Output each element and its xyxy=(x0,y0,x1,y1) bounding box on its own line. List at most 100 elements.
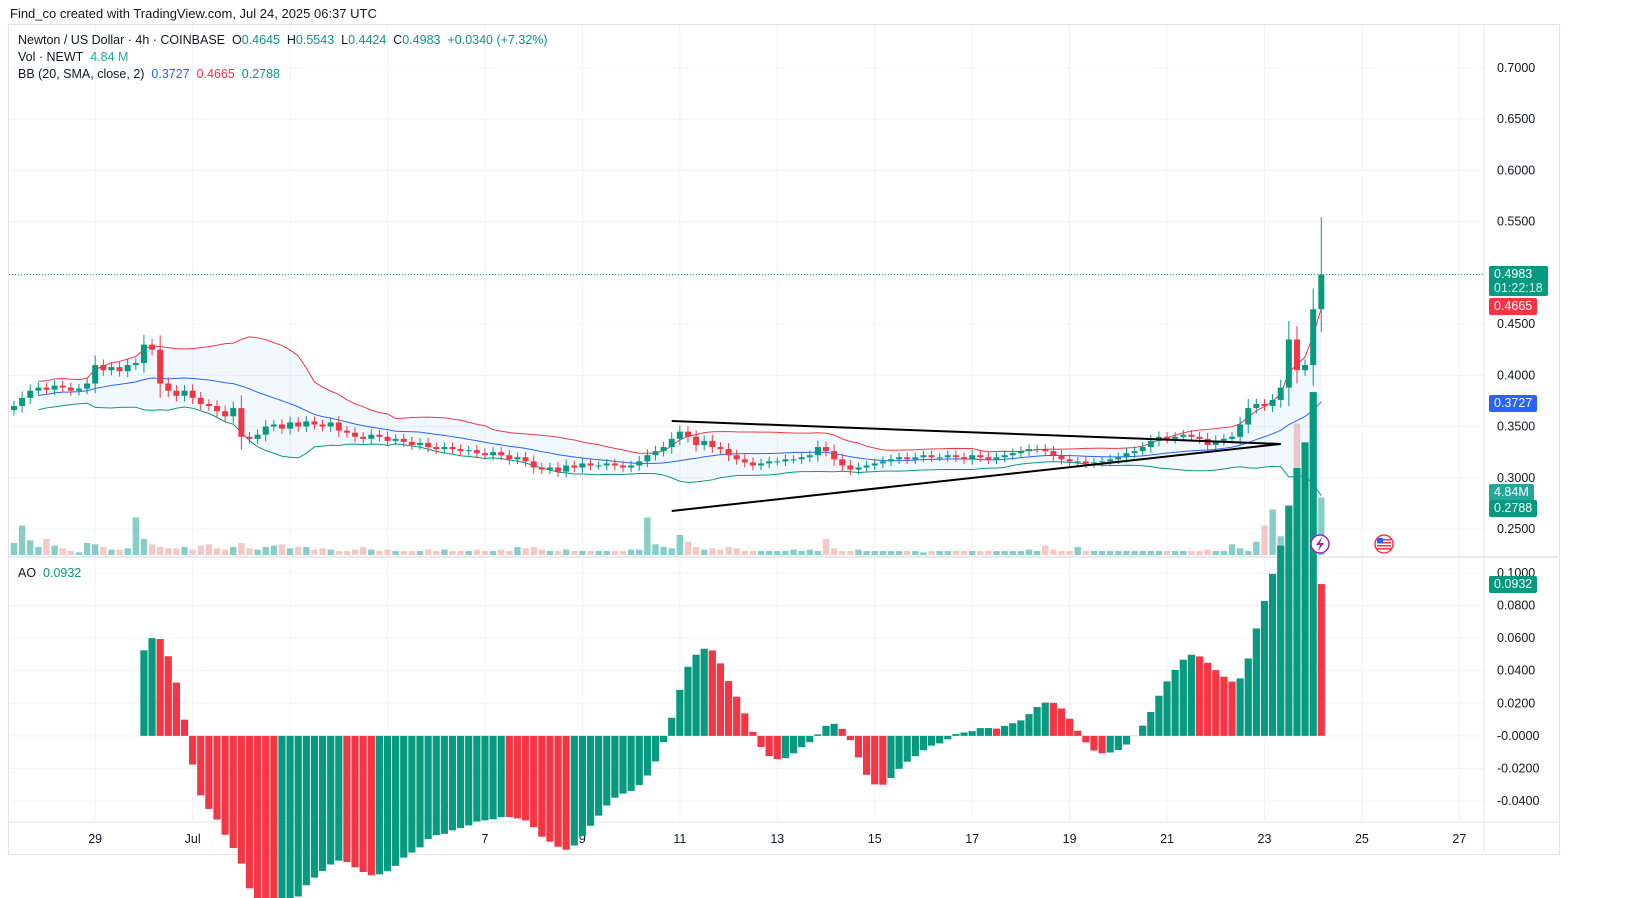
candle-body xyxy=(831,451,838,460)
candle-body xyxy=(1172,436,1179,439)
candle xyxy=(376,430,383,442)
candle xyxy=(555,462,562,477)
candle xyxy=(262,419,269,442)
bar-countdown: 01:22:18 xyxy=(1494,281,1543,295)
ao-bar xyxy=(327,735,335,865)
volume-bar xyxy=(43,538,50,555)
lightning-icon[interactable] xyxy=(1310,534,1330,554)
volume-bar xyxy=(295,546,302,555)
candle xyxy=(498,447,505,461)
volume-bar xyxy=(59,548,66,555)
volume-bar xyxy=(1269,509,1276,555)
volume-bar xyxy=(124,548,131,555)
candle-body xyxy=(774,461,781,463)
volume-bar xyxy=(993,550,1000,555)
volume-bar xyxy=(985,550,992,555)
candle xyxy=(806,450,813,462)
candle xyxy=(384,431,391,447)
ao-bar xyxy=(952,734,960,736)
candle-body xyxy=(985,457,992,460)
ao-bar xyxy=(310,735,319,878)
candle xyxy=(165,377,172,397)
candle-body xyxy=(806,455,813,458)
volume-bar xyxy=(1196,550,1203,555)
volume-bar xyxy=(424,549,432,555)
candle-body xyxy=(798,457,805,460)
volume-legend-value: 4.84 M xyxy=(90,50,129,64)
candle xyxy=(157,335,164,398)
candle-body xyxy=(896,457,903,460)
candle-body xyxy=(75,388,82,391)
ao-bar xyxy=(221,735,229,835)
low-label: L xyxy=(341,33,349,47)
candle-body xyxy=(879,461,886,464)
ao-bar xyxy=(513,735,522,819)
ao-bar xyxy=(416,735,424,848)
candle xyxy=(839,453,846,472)
ao-bar xyxy=(651,735,660,762)
candle-body xyxy=(1253,404,1260,409)
candle-body xyxy=(725,449,732,456)
ao-bar xyxy=(140,650,148,736)
bb-basis-label: 0.3727 xyxy=(1489,395,1538,412)
volume-legend[interactable]: Vol · NEWT 4.84 M xyxy=(18,50,128,64)
volume-bar xyxy=(213,548,221,555)
candle-body xyxy=(1074,461,1081,463)
candle-body xyxy=(823,447,829,452)
candle-body xyxy=(360,436,367,439)
symbol-title[interactable]: Newton / US Dollar · 4h · COINBASE xyxy=(18,33,226,47)
candle xyxy=(1302,359,1309,376)
candle xyxy=(116,361,123,377)
candle-body xyxy=(352,432,359,437)
candle xyxy=(538,462,545,475)
volume-bar xyxy=(221,549,229,555)
ao-bar xyxy=(806,735,814,743)
volume-bar xyxy=(725,546,732,555)
candle-body xyxy=(368,434,375,439)
ao-bar xyxy=(1074,730,1082,736)
candle-body xyxy=(433,447,440,450)
chart-frame[interactable] xyxy=(8,24,1560,855)
candle-body xyxy=(246,436,253,439)
us-flag-icon[interactable] xyxy=(1374,534,1394,554)
candle-body xyxy=(457,449,464,452)
volume-bar xyxy=(116,549,123,555)
volume-bar xyxy=(611,550,619,555)
ao-legend[interactable]: AO 0.0932 xyxy=(18,566,81,580)
candle-body xyxy=(270,424,277,427)
candle-body xyxy=(660,447,667,452)
volume-bar xyxy=(952,550,960,555)
ao-legend-value: 0.0932 xyxy=(43,566,82,580)
ao-bar xyxy=(1098,735,1106,754)
candle xyxy=(1074,457,1081,466)
volume-bar xyxy=(67,550,75,555)
candle-body xyxy=(1026,449,1032,452)
candle-body xyxy=(620,465,626,468)
candle xyxy=(944,450,951,462)
ao-bar xyxy=(627,735,635,791)
candle-body xyxy=(1001,455,1008,458)
candle xyxy=(644,449,651,468)
bb-legend[interactable]: BB (20, SMA, close, 2) 0.3727 0.4665 0.2… xyxy=(18,67,280,81)
ao-bar xyxy=(798,735,806,748)
x-tick-label: 29 xyxy=(88,832,102,846)
low-value: 0.4424 xyxy=(348,33,387,47)
volume-bar xyxy=(311,549,318,555)
ao-bar xyxy=(911,735,919,757)
candle-body xyxy=(839,459,846,466)
candle xyxy=(936,453,943,462)
ao-bar xyxy=(1317,584,1325,736)
candle xyxy=(969,449,976,465)
candle-body xyxy=(766,461,773,464)
candle xyxy=(620,460,626,473)
ao-bar xyxy=(351,735,359,868)
close-label: C xyxy=(393,33,403,47)
volume-bar xyxy=(879,550,887,555)
candle xyxy=(904,452,911,465)
volume-bar xyxy=(782,550,789,555)
candle xyxy=(628,460,635,473)
ao-bar xyxy=(1260,601,1269,736)
candle xyxy=(603,458,610,471)
candle-body xyxy=(498,452,505,456)
